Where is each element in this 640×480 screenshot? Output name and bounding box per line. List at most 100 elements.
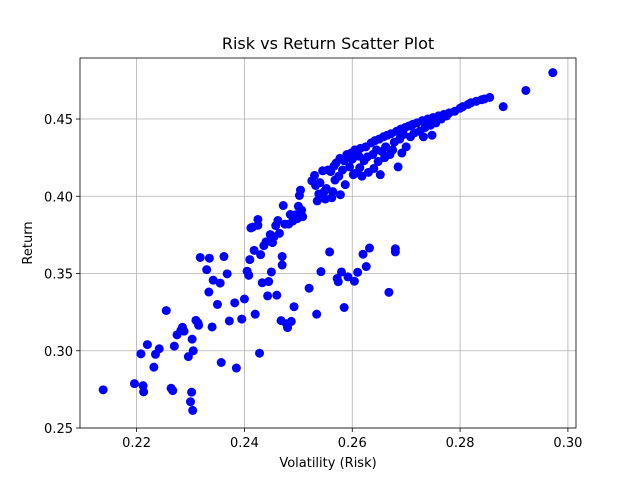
x-axis-label: Volatility (Risk) (279, 456, 376, 471)
data-point (169, 341, 179, 351)
x-tick-label: 0.22 (122, 436, 151, 451)
data-point (325, 247, 335, 257)
data-point (373, 157, 383, 167)
data-point (264, 277, 274, 287)
data-point (548, 68, 558, 78)
data-point (188, 405, 198, 415)
data-point (365, 243, 375, 253)
data-point (204, 253, 214, 263)
data-point (335, 190, 345, 200)
data-point (129, 379, 139, 389)
data-point (398, 129, 408, 139)
data-point (310, 170, 320, 180)
data-point (244, 270, 254, 280)
data-point (333, 277, 343, 287)
data-point (216, 357, 226, 367)
data-point (249, 245, 259, 255)
x-tick-label: 0.28 (446, 436, 475, 451)
data-point (188, 346, 198, 356)
data-point (289, 302, 299, 312)
data-point (208, 275, 218, 285)
data-point (263, 291, 273, 301)
data-point (381, 142, 391, 152)
data-point (361, 262, 371, 272)
data-point (278, 201, 288, 211)
data-point (384, 287, 394, 297)
data-point (168, 386, 178, 396)
data-point (250, 309, 260, 319)
data-point (98, 385, 108, 395)
data-points (98, 68, 558, 415)
data-point (219, 252, 229, 262)
y-tick-label: 0.35 (44, 268, 73, 283)
data-point (340, 180, 350, 190)
data-point (339, 302, 349, 312)
data-point (328, 187, 338, 197)
data-point (521, 85, 531, 95)
data-point (418, 132, 428, 142)
x-axis-ticks: 0.22 0.24 0.26 0.28 0.30 (122, 428, 582, 451)
chart-title: Risk vs Return Scatter Plot (222, 34, 434, 53)
data-point (393, 162, 403, 172)
data-point (142, 340, 152, 350)
data-point (349, 276, 359, 286)
data-point (298, 212, 308, 222)
data-point (215, 278, 225, 288)
data-point (245, 255, 255, 265)
data-point (273, 216, 283, 226)
data-point (427, 130, 437, 140)
data-point (222, 269, 232, 279)
data-point (187, 334, 197, 344)
data-point (498, 102, 508, 112)
data-point (343, 272, 353, 282)
data-point (353, 267, 363, 277)
data-point (304, 283, 314, 293)
data-point (230, 298, 240, 308)
plot-frame (79, 57, 577, 429)
data-point (286, 316, 296, 326)
data-point (312, 196, 322, 206)
data-point (401, 142, 411, 152)
data-point (255, 348, 265, 358)
data-point (312, 309, 322, 319)
data-point (277, 260, 287, 270)
data-point (485, 92, 495, 102)
data-point (256, 250, 266, 260)
data-point (154, 344, 164, 354)
data-point (390, 247, 400, 257)
data-point (253, 214, 263, 224)
data-point (266, 267, 276, 277)
data-point (224, 316, 234, 326)
x-tick-label: 0.30 (553, 436, 582, 451)
data-point (338, 165, 348, 175)
data-point (316, 267, 326, 277)
data-point (272, 290, 282, 300)
data-point (277, 252, 287, 262)
data-point (375, 170, 385, 180)
data-point (336, 267, 346, 277)
data-point (355, 163, 365, 173)
data-point (139, 387, 149, 397)
data-point (149, 362, 159, 372)
data-point (369, 163, 379, 173)
data-point (345, 162, 355, 172)
data-point (204, 287, 214, 297)
data-point (388, 145, 398, 155)
y-tick-label: 0.25 (44, 422, 73, 437)
data-point (195, 252, 205, 262)
data-point (212, 299, 222, 309)
y-axis-ticks: 0.25 0.30 0.35 0.40 0.45 (44, 113, 80, 437)
data-point (239, 294, 249, 304)
y-tick-label: 0.30 (44, 345, 73, 360)
y-axis-label: Return (21, 221, 36, 264)
data-point (186, 397, 196, 407)
data-point (358, 249, 368, 259)
data-point (202, 265, 212, 275)
x-tick-label: 0.26 (338, 436, 367, 451)
data-point (274, 228, 284, 238)
data-point (315, 178, 325, 188)
y-tick-label: 0.45 (44, 113, 73, 128)
data-point (179, 326, 189, 336)
